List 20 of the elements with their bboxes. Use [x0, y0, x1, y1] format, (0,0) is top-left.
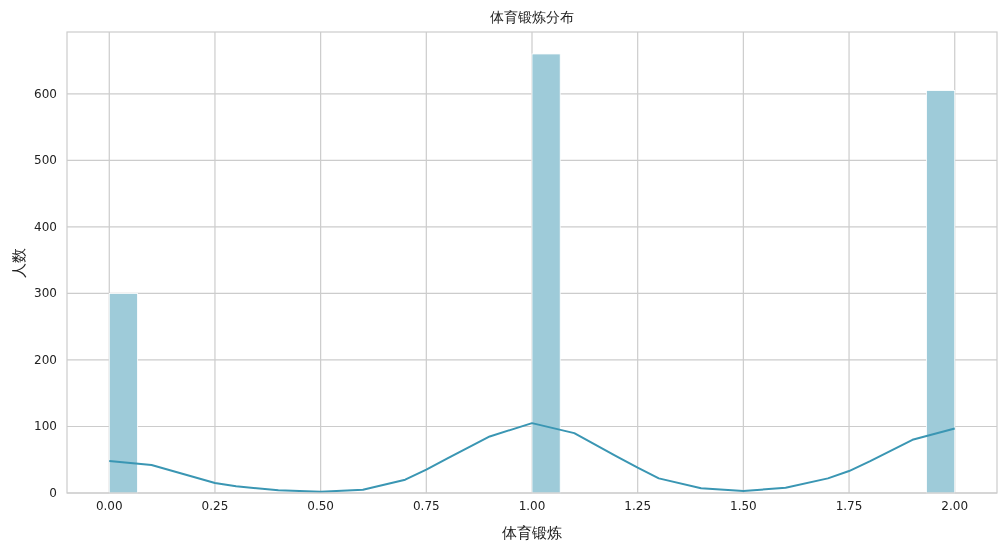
line-series	[108, 422, 956, 493]
x-tick-label: 2.00	[941, 499, 969, 513]
y-tick-label: 600	[34, 86, 57, 101]
x-tick-label: 1.25	[624, 499, 652, 513]
x-tick-label: 1.00	[518, 499, 546, 513]
y-axis-title: 人数	[10, 247, 28, 278]
chart-title: 体育锻炼分布	[490, 9, 574, 25]
x-tick-label: 0.50	[307, 499, 334, 513]
y-tick-label: 200	[34, 352, 57, 367]
y-tick-label: 400	[34, 219, 57, 234]
y-tick-label: 100	[34, 419, 57, 434]
x-axis-title: 体育锻炼	[502, 524, 562, 542]
x-tick-label: 1.75	[835, 499, 863, 513]
y-tick-label: 300	[34, 286, 57, 301]
x-tick-label: 1.50	[730, 499, 757, 513]
y-tick-label: 0	[49, 486, 57, 500]
x-tick-label: 0.00	[95, 499, 123, 513]
x-tick-label: 0.25	[201, 499, 229, 513]
y-tick-label: 500	[34, 153, 57, 168]
x-tick-label: 0.75	[412, 499, 440, 513]
